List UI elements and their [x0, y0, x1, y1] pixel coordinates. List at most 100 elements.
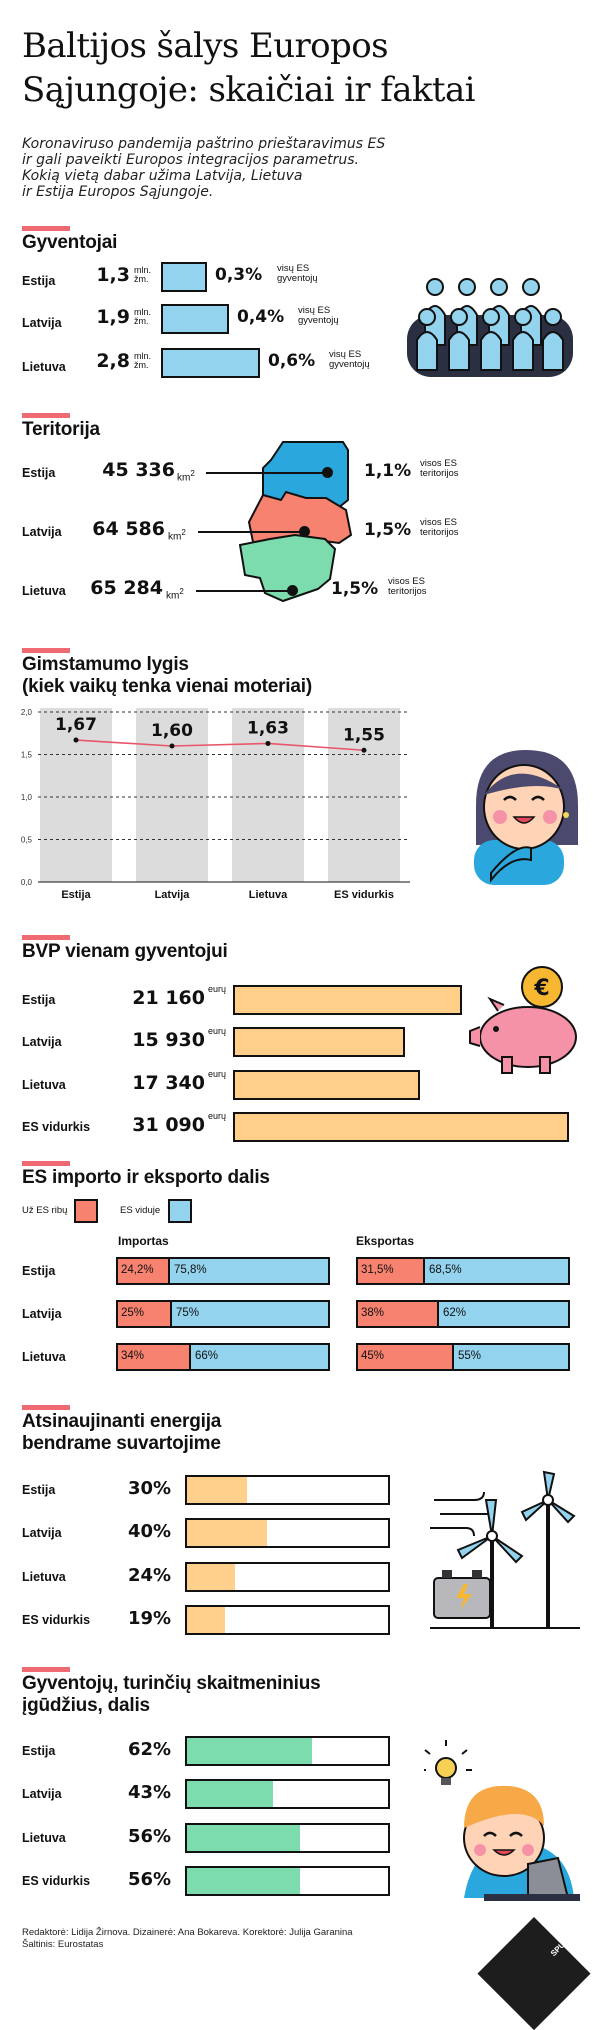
credits-line: Redaktorė: Lidija Žirnova. Dizainerė: An… [22, 1927, 353, 1938]
chart-data-point [169, 743, 175, 749]
digital-bar-fill [187, 1825, 300, 1851]
girl-avatar-icon [474, 750, 578, 885]
outside-eu-share: 24,2% [118, 1259, 170, 1283]
section-accent-bar [22, 1667, 70, 1672]
export-column-header: Eksportas [356, 1234, 415, 1248]
unit-text: km [168, 531, 182, 543]
territory-share-label: visos ES teritorijos [420, 459, 459, 479]
title-line-2: Sąjungoje: skaičiai ir faktai [22, 70, 476, 110]
page-title: Baltijos šalys Europos Sąjungoje: skaiči… [22, 24, 582, 112]
legend-inside-swatch [168, 1199, 192, 1223]
heading-line: Gimstamumo lygis [22, 654, 189, 675]
share-text: teritorijos [420, 527, 459, 538]
population-country-label: Estija [22, 274, 56, 288]
gdp-bar [233, 1112, 569, 1142]
digital-value: 43% [128, 1782, 172, 1803]
unit-text: mln. [134, 307, 152, 317]
birth-rate-chart: 0,0 0,5 1,0 1,5 2,0 1,67 Estija 1,60 Latvija 1,63… [21, 708, 410, 901]
territory-value: 65 284 [90, 577, 163, 599]
person-laptop-icon [424, 1740, 580, 1901]
section-accent-bar [22, 413, 70, 418]
import-split-bar: 34% 66% [116, 1343, 330, 1371]
chart-y-tick-label: 0,0 [21, 878, 33, 887]
title-line-1: Baltijos šalys Europos [22, 26, 389, 66]
gdp-country-label: Latvija [22, 1035, 62, 1049]
import-split-bar: 25% 75% [116, 1300, 330, 1328]
chart-x-tick-label: Lietuva [249, 889, 288, 901]
chart-column-bg [232, 708, 304, 882]
lead-line: ir Estija Europos Sąjungoje. [22, 184, 214, 200]
chart-y-tick-label: 2,0 [21, 708, 33, 717]
renewable-country-label: Lietuva [22, 1570, 66, 1584]
territory-country-label: Latvija [22, 525, 62, 539]
territory-share: 1,1% [364, 461, 412, 481]
territory-unit: km2 [177, 469, 195, 483]
trade-country-label: Lietuva [22, 1350, 66, 1364]
territory-country-label: Lietuva [22, 584, 66, 598]
digital-bar-track [185, 1779, 390, 1809]
lead-line: ir gali paveikti Europos integracijos pa… [22, 152, 360, 168]
gdp-value: 15 930 [132, 1029, 205, 1051]
share-text: gyventojų [298, 315, 339, 326]
chart-column-bg [328, 708, 400, 882]
renewable-bar-fill [187, 1520, 268, 1546]
unit-exponent: 2 [190, 469, 195, 478]
import-column-header: Importas [118, 1234, 169, 1248]
digital-bar-fill [187, 1781, 274, 1807]
export-split-bar: 38% 62% [356, 1300, 570, 1328]
heading-line: bendrame suvartojime [22, 1433, 221, 1454]
territory-share-label: visos ES teritorijos [420, 518, 459, 538]
leader-dot [299, 526, 310, 537]
unit-exponent: 2 [181, 528, 186, 537]
chart-y-tick-label: 1,0 [21, 793, 33, 802]
leader-line [196, 590, 291, 592]
population-share: 0,6% [268, 351, 316, 371]
unit-exponent: 2 [179, 587, 184, 596]
unit-text: žm. [134, 274, 149, 284]
inside-eu-share: 62% [439, 1302, 568, 1326]
chart-data-label: 1,67 [55, 715, 97, 735]
territory-country-label: Estija [22, 466, 56, 480]
wind-turbine-icon [430, 1470, 580, 1629]
renewable-bar-track [185, 1605, 390, 1635]
population-share: 0,4% [237, 307, 285, 327]
territory-unit: km2 [166, 587, 184, 602]
population-value: 1,3 [96, 264, 130, 286]
digital-bar-track [185, 1866, 390, 1896]
share-text: visų ES [329, 349, 362, 360]
renewable-bar-track [185, 1475, 390, 1505]
territory-value: 64 586 [92, 518, 165, 540]
digital-value: 62% [128, 1739, 172, 1760]
heading-line: įgūdžius, dalis [22, 1695, 150, 1716]
renewable-value: 24% [128, 1565, 172, 1586]
territory-share-label: visos ES teritorijos [388, 577, 427, 597]
digital-heading: Gyventojų, turinčių skaitmeninius įgūdžiu… [22, 1673, 321, 1717]
legend-inside-label: ES viduje [120, 1205, 161, 1216]
outside-eu-share: 38% [358, 1302, 439, 1326]
renewable-bar-fill [187, 1607, 226, 1633]
legend-outside-label: Už ES ribų [22, 1205, 68, 1216]
leader-dot [287, 585, 298, 596]
gdp-country-label: ES vidurkis [22, 1120, 91, 1134]
territory-share: 1,5% [364, 520, 412, 540]
digital-country-label: Lietuva [22, 1831, 66, 1845]
chart-data-point [73, 737, 79, 743]
digital-bar-fill [187, 1868, 300, 1894]
gdp-unit: eurų [208, 1026, 227, 1036]
lead-line: Koronaviruso pandemija paštrino prieštar… [22, 136, 386, 152]
unit-text: žm. [134, 360, 149, 370]
renewable-bar-track [185, 1518, 390, 1548]
inside-eu-share: 66% [191, 1345, 328, 1369]
heading-line: Atsinaujinanti energija [22, 1411, 222, 1432]
unit-text: žm. [134, 316, 149, 326]
territory-share: 1,5% [331, 579, 379, 599]
renewable-value: 19% [128, 1608, 172, 1629]
unit-text: km [166, 590, 180, 602]
section-accent-bar [22, 935, 70, 940]
renewable-country-label: Latvija [22, 1526, 62, 1540]
legend-outside-swatch [74, 1199, 98, 1223]
renewable-bar-fill [187, 1564, 236, 1590]
population-country-label: Latvija [22, 316, 62, 330]
share-text: teritorijos [420, 468, 459, 479]
population-heading: Gyventojai [22, 232, 118, 253]
